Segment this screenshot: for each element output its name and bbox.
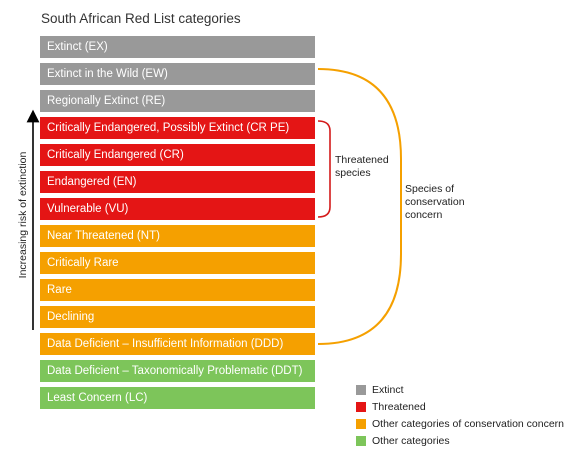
category-bar-ex: Extinct (EX) — [40, 36, 315, 58]
threatened-label-line2: species — [335, 167, 371, 179]
concern-label-line2: conservation — [405, 196, 465, 208]
category-bar-cr-pe: Critically Endangered, Possibly Extinct … — [40, 117, 315, 139]
category-bar-vu: Vulnerable (VU) — [40, 198, 315, 220]
threatened-bracket — [317, 120, 331, 218]
risk-axis-label-text: Increasing risk of extinction — [17, 151, 29, 279]
category-bar-en: Endangered (EN) — [40, 171, 315, 193]
threatened-label-line1: Threatened — [335, 154, 389, 166]
diagram-title: South African Red List categories — [41, 11, 241, 26]
category-bar-ddt: Data Deficient – Taxonomically Problemat… — [40, 360, 315, 382]
legend-item-threatened: Threatened — [356, 398, 426, 413]
legend-swatch-threatened — [356, 401, 366, 412]
legend-swatch-other-concern — [356, 418, 366, 429]
category-bar-cr-rare: Critically Rare — [40, 252, 315, 274]
legend-item-other: Other categories — [356, 432, 450, 447]
legend-label-threatened: Threatened — [372, 400, 426, 413]
category-bar-cr: Critically Endangered (CR) — [40, 144, 315, 166]
legend-item-other-concern: Other categories of conservation concern — [356, 415, 565, 430]
category-bar-ew: Extinct in the Wild (EW) — [40, 63, 315, 85]
category-bar-nt: Near Threatened (NT) — [40, 225, 315, 247]
category-bar-declining: Declining — [40, 306, 315, 328]
legend-label-other: Other categories — [372, 434, 450, 447]
category-bar-re: Regionally Extinct (RE) — [40, 90, 315, 112]
concern-label-line1: Species of — [405, 183, 455, 195]
category-bar-lc: Least Concern (LC) — [40, 387, 315, 409]
legend-item-extinct: Extinct — [356, 381, 404, 396]
category-bar-ddd: Data Deficient – Insufficient Informatio… — [40, 333, 315, 355]
legend-swatch-other — [356, 435, 366, 446]
concern-label-line3: concern — [405, 209, 443, 221]
conservation-concern-label: Species of conservation concern — [405, 183, 465, 222]
threatened-species-label: Threatened species — [335, 154, 389, 180]
concern-bracket — [317, 68, 402, 345]
legend-label-extinct: Extinct — [372, 383, 404, 396]
category-bar-rare: Rare — [40, 279, 315, 301]
legend-label-other-concern: Other categories of conservation concern — [372, 417, 565, 430]
legend-swatch-extinct — [356, 384, 366, 395]
